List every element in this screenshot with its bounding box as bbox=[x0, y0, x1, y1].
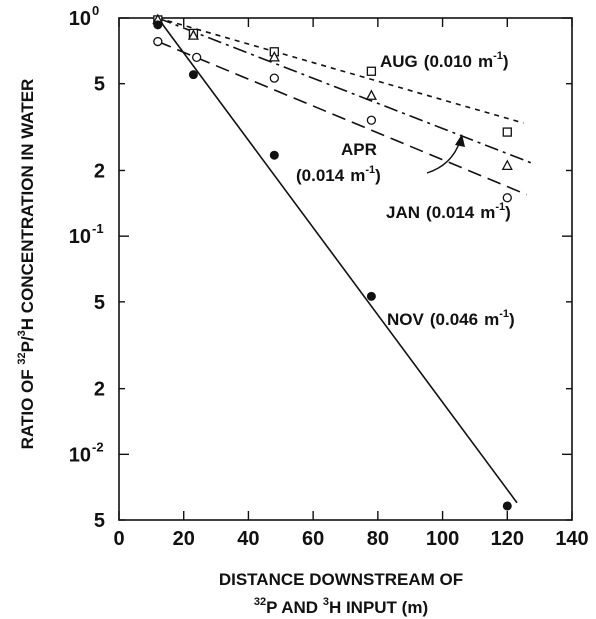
apr-pointer-arrowhead bbox=[455, 134, 465, 147]
apr-pointer-arrow bbox=[426, 140, 461, 174]
label-apr: APR bbox=[341, 140, 377, 159]
plot-frame bbox=[118, 17, 573, 521]
y-tick-label: 5 bbox=[94, 74, 105, 96]
point-nov bbox=[269, 150, 279, 160]
point-nov bbox=[153, 20, 163, 30]
point-jan bbox=[366, 115, 377, 125]
y-tick-label: 10 bbox=[69, 8, 91, 30]
plot-border bbox=[118, 17, 573, 521]
y-tick-exponent: -1 bbox=[92, 221, 104, 236]
x-tick-label: 60 bbox=[302, 528, 324, 550]
fit-lines bbox=[157, 17, 534, 504]
point-nov bbox=[502, 501, 512, 511]
point-apr bbox=[268, 50, 280, 62]
x-tick-label: 0 bbox=[113, 528, 124, 550]
point-jan bbox=[269, 73, 279, 83]
point-nov bbox=[188, 70, 198, 80]
x-axis-title-line1: DISTANCE DOWNSTREAM OF bbox=[219, 570, 463, 589]
x-tick-label: 120 bbox=[491, 528, 524, 550]
point-aug bbox=[502, 127, 512, 137]
x-axis: 0 20 40 60 80 100 120 140 bbox=[113, 18, 589, 550]
fit-line-apr bbox=[157, 17, 534, 165]
data-points bbox=[152, 13, 513, 511]
y-axis-title: RATIO OF 32P/3H CONCENTRATION IN WATER bbox=[16, 79, 37, 450]
label-jan: JAN (0.014 m-1) bbox=[386, 201, 511, 222]
point-jan bbox=[153, 36, 163, 47]
label-nov: NOV (0.046 m-1) bbox=[387, 308, 515, 329]
y-tick-label: 10 bbox=[69, 226, 91, 248]
fit-line-aug bbox=[157, 17, 524, 124]
point-jan bbox=[502, 193, 512, 203]
label-aug: AUG (0.010 m-1) bbox=[380, 50, 509, 71]
point-aug bbox=[366, 66, 377, 76]
y-tick-label: 5 bbox=[94, 292, 105, 314]
y-tick-label: 5 bbox=[94, 510, 105, 532]
y-tick-label: 2 bbox=[94, 160, 105, 182]
y-tick-label: 2 bbox=[94, 379, 105, 401]
y-tick-exponent: -2 bbox=[92, 439, 104, 454]
y-tick-exponent: 0 bbox=[92, 3, 99, 18]
point-apr bbox=[365, 89, 377, 100]
x-tick-label: 80 bbox=[367, 528, 389, 550]
point-nov bbox=[366, 291, 376, 301]
x-axis-title-line2: 32P AND 3H INPUT (m) bbox=[254, 596, 428, 617]
x-tick-label: 20 bbox=[173, 528, 195, 550]
fit-line-jan bbox=[157, 40, 528, 196]
label-apr-rate: (0.014 m-1) bbox=[296, 164, 381, 185]
x-tick-label: 140 bbox=[555, 528, 588, 550]
point-apr bbox=[501, 159, 513, 171]
x-tick-label: 100 bbox=[426, 528, 459, 550]
y-tick-label: 10 bbox=[69, 444, 91, 466]
fit-line-nov bbox=[157, 17, 518, 504]
point-jan bbox=[192, 52, 202, 63]
x-tick-label: 40 bbox=[237, 528, 259, 550]
point-apr bbox=[187, 29, 200, 40]
